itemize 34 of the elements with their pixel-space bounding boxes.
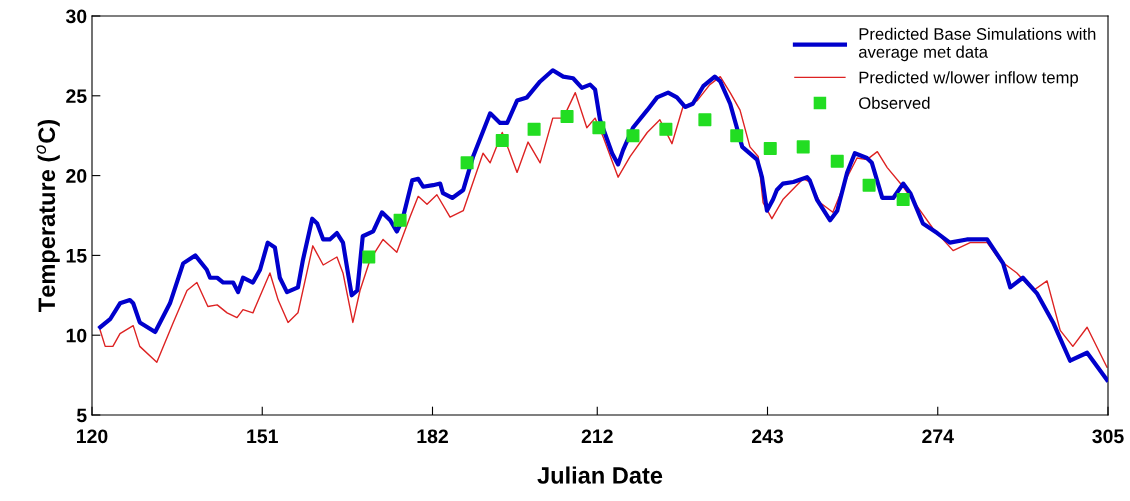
y-axis-title: Temperature ($^{o}$C) [36,120,60,312]
y-tick-label: 30 [65,9,87,24]
point [362,250,376,264]
legend-label: Predicted w/lower inflow temp [859,71,1079,87]
x-tick-label: 120 [77,429,108,444]
x-tick-label: 243 [751,429,784,444]
point [527,122,541,136]
point [796,140,810,154]
point [763,141,777,155]
point [730,129,744,143]
point [659,122,673,136]
x-tick-label: 151 [247,429,278,444]
point [896,193,910,207]
legend-label: Observed [859,96,930,109]
y-tick-label: 25 [66,89,87,104]
x-tick-label: 182 [417,429,448,444]
legend-label: Predicted Base Simulations with average met data [858,27,1096,62]
point [830,154,844,168]
point [592,121,606,135]
y-tick-label: 10 [66,328,87,343]
point [460,156,474,170]
x-axis-title: Julian Date [537,466,663,484]
y-tick-label: 5 [76,408,87,423]
point [862,178,876,192]
point [560,110,574,124]
y-tick-label: 15 [66,249,87,263]
point [495,133,509,147]
x-tick-label: 274 [922,429,954,443]
y-tick-label: 20 [66,169,87,183]
x-tick-label: 212 [581,429,613,443]
x-tick-label: 305 [1092,429,1124,444]
point [698,113,712,127]
point [626,129,640,143]
point [393,213,407,227]
